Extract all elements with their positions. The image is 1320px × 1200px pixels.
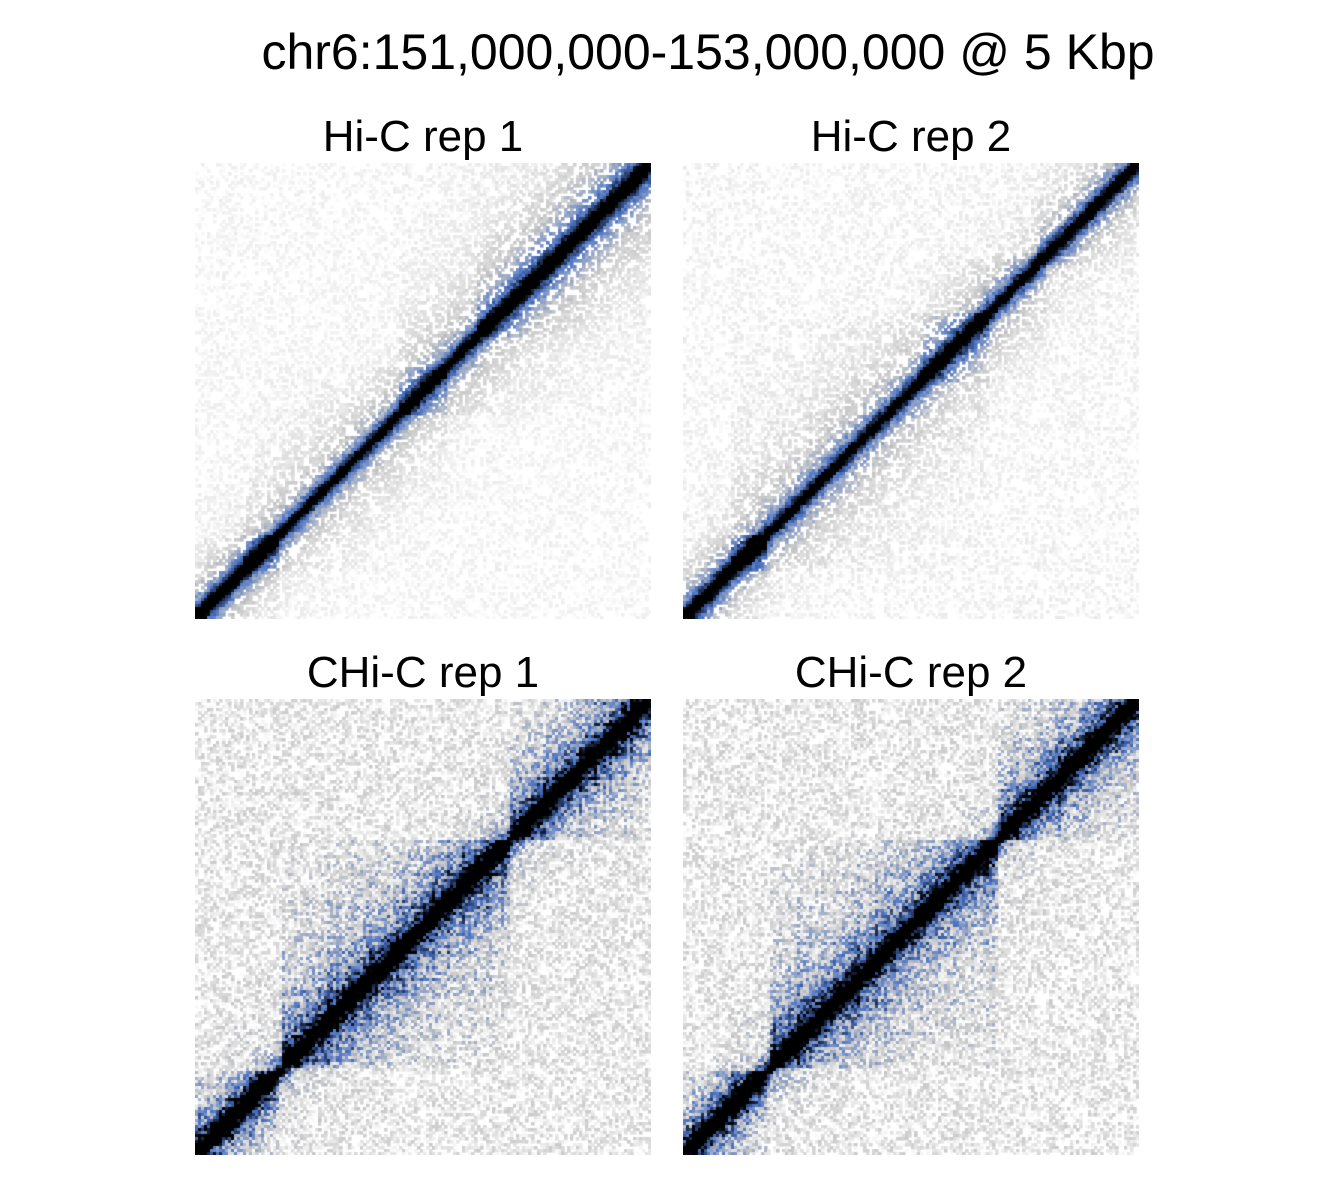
panel-title: CHi-C rep 2: [794, 648, 1028, 697]
heatmap-canvas: [195, 163, 651, 619]
figure-title: chr6:151,000,000-153,000,000 @ 5 Kbp: [261, 24, 1155, 80]
heatmap-canvas: [195, 699, 651, 1155]
heatmap-canvas: [683, 699, 1139, 1155]
panel-title: CHi-C rep 1: [306, 648, 540, 697]
heatmap-canvas: [683, 163, 1139, 619]
panel-title: Hi-C rep 2: [810, 112, 1012, 161]
panel-title: Hi-C rep 1: [322, 112, 524, 161]
